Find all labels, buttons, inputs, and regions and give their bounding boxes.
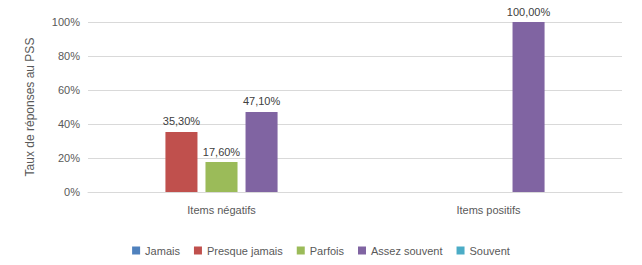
svg-text:Taux de réponses au PSS: Taux de réponses au PSS [23, 38, 37, 177]
svg-text:100,00%: 100,00% [507, 6, 551, 18]
svg-text:17,60%: 17,60% [203, 146, 241, 158]
svg-text:100%: 100% [52, 16, 80, 28]
svg-text:40%: 40% [58, 118, 80, 130]
svg-text:47,10%: 47,10% [243, 95, 281, 107]
svg-text:60%: 60% [58, 84, 80, 96]
svg-text:35,30%: 35,30% [163, 115, 201, 127]
svg-text:80%: 80% [58, 50, 80, 62]
svg-text:20%: 20% [58, 152, 80, 164]
svg-text:Jamais: Jamais [145, 245, 180, 257]
svg-text:Parfois: Parfois [310, 245, 345, 257]
svg-text:Souvent: Souvent [470, 245, 510, 257]
svg-text:Presque jamais: Presque jamais [207, 245, 283, 257]
svg-text:Items négatifs: Items négatifs [187, 204, 256, 216]
svg-text:Assez souvent: Assez souvent [371, 245, 443, 257]
svg-text:Items positifs: Items positifs [456, 204, 521, 216]
svg-text:0%: 0% [64, 186, 80, 198]
